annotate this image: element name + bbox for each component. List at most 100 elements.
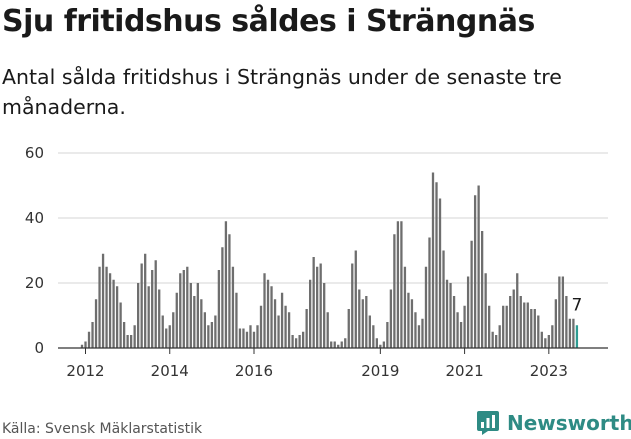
bar [112,279,115,348]
bar [221,247,224,348]
bar [105,266,108,348]
bar [217,270,221,348]
bar [186,266,189,348]
bar [414,312,417,348]
bar [488,305,491,348]
bar [470,240,473,348]
bar [87,331,91,348]
bar [533,309,536,348]
bar [445,279,449,348]
bar [351,263,354,348]
bar [298,335,301,348]
bar [431,172,435,348]
bar [459,322,463,348]
bar [337,344,340,348]
bar [175,292,178,348]
x-tick-label: 2016 [235,362,273,380]
bar [196,283,199,348]
bar [393,234,396,348]
bar [400,221,403,348]
bar [368,315,371,348]
bar [516,273,519,348]
bar [242,328,245,348]
bar [172,312,175,348]
bar [101,253,105,348]
bar [396,221,400,348]
bar [554,299,557,348]
bar [137,283,140,348]
bar [333,341,336,348]
bar [151,270,154,348]
bar [344,338,347,348]
brand-name: Newsworthy [507,411,631,435]
bar [519,296,522,348]
bar [365,296,368,348]
bar [263,273,266,348]
bar [523,302,526,348]
bar [389,289,393,348]
bar [354,250,357,348]
bar [98,266,101,348]
bar [231,266,235,348]
bar [154,260,157,348]
bar [189,283,192,348]
bar [266,279,270,348]
bar [456,312,459,348]
bar [382,341,386,348]
bar [277,315,280,348]
bar [463,305,466,348]
bar [316,266,319,348]
bar [572,318,575,348]
bar-chart-icon [477,411,499,435]
bar [323,283,326,348]
bar [312,257,315,348]
bar [565,296,568,348]
bar [473,195,477,348]
bar [305,309,308,348]
bar [551,325,554,348]
bar [94,299,98,348]
bar [330,341,333,348]
bar [235,292,238,348]
page-subtitle: Antal sålda fritidshus i Strängnäs under… [2,65,562,119]
bar [122,322,126,348]
bar [386,322,389,348]
bar [238,328,242,348]
bar [259,305,263,348]
bar [379,344,382,348]
bar [358,289,361,348]
bar [284,305,287,348]
bar [91,322,94,348]
bar [477,185,480,348]
bar [319,263,322,348]
bar [200,299,203,348]
x-axis [58,347,608,354]
x-tick-label: 2023 [530,362,568,380]
bar [147,286,150,348]
bar [466,276,470,348]
bar [210,322,214,348]
bar [179,273,182,348]
bar [182,270,185,348]
bar [361,299,364,348]
bar [133,325,136,348]
bar [273,299,277,348]
bar [495,335,498,348]
bar [442,250,445,348]
bar [280,292,284,348]
bar [270,286,273,348]
bar [245,331,249,348]
labels: 0 20 40 60 2012 2014 2016 2019 2021 2023 7 [25,144,582,380]
bar [421,318,424,348]
bar [537,315,540,348]
bar [540,331,543,348]
bar [561,276,565,348]
page-title: Sju fritidshus såldes i Strängnäs [2,4,535,39]
bar [249,325,252,348]
bar [407,292,410,348]
bar [530,309,533,348]
x-tick-label: 2019 [361,362,399,380]
x-tick-label: 2014 [151,362,189,380]
bar [438,198,442,348]
